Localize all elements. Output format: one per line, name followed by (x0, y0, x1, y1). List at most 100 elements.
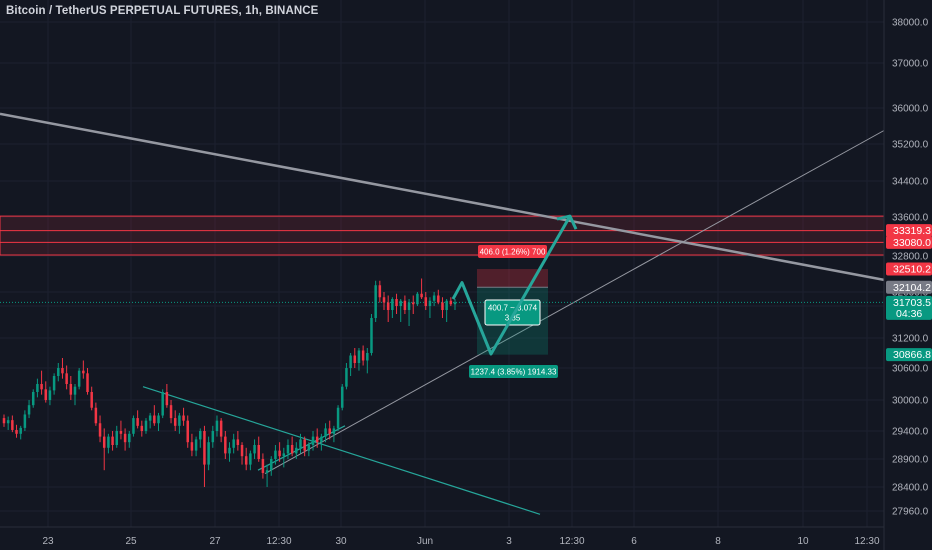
candle-body (257, 445, 260, 459)
price-tag (886, 280, 932, 294)
uptrend-line (264, 130, 885, 474)
time-tick-label: 12:30 (854, 536, 879, 547)
candle-body (36, 384, 39, 392)
price-tick-label: 35200.0 (892, 140, 929, 151)
price-tick-label: 37000.0 (892, 59, 929, 70)
candle-body (153, 415, 156, 424)
price-tag-label: 31703.5 (893, 297, 931, 309)
price-tick-label: 30600.0 (892, 364, 929, 375)
candle-body (165, 392, 169, 406)
candle-body (282, 453, 286, 457)
candle-body (115, 431, 119, 445)
candle-body (203, 431, 206, 465)
candle-body (386, 302, 390, 310)
candle-body (132, 418, 135, 434)
candle-body (320, 436, 323, 443)
time-tick-label: 30 (335, 536, 347, 547)
candle-body (102, 436, 106, 448)
candle-body (416, 293, 419, 305)
candle-body (437, 295, 440, 303)
candle-body (19, 427, 22, 434)
target-label: 1237.4 (3.85%) 1914.33 (471, 368, 557, 377)
candle-body (407, 302, 411, 310)
price-tick-label: 30000.0 (892, 396, 929, 407)
price-tag-label: 33080.0 (893, 237, 931, 249)
time-tick-label: 27 (209, 536, 221, 547)
stop-label-box (478, 245, 547, 258)
price-tick-label: 32800.0 (892, 252, 929, 263)
price-tag-label: 30866.8 (893, 349, 931, 361)
candle-body (349, 355, 352, 368)
candle-body (324, 428, 327, 437)
candle-body (274, 450, 277, 459)
candle-body (453, 302, 457, 305)
candle-body (11, 420, 14, 430)
price-tag (886, 224, 932, 238)
price-tick-label: 29400.0 (892, 427, 929, 438)
time-tick-label: 10 (797, 536, 809, 547)
candle-body (161, 392, 164, 416)
candle-body (77, 370, 81, 387)
position-tool[interactable]: 406.0 (1.26%) 700 1237.4 (3.85%) 1914.33 4… (469, 245, 558, 378)
candle-body (432, 295, 436, 301)
candle-body (111, 436, 114, 445)
price-tag-label: 33319.3 (893, 225, 931, 237)
candle-body (286, 445, 290, 454)
candle-body (353, 355, 357, 363)
candle-body (328, 428, 331, 434)
candle-body (265, 470, 269, 473)
candle-body (190, 442, 194, 451)
candle-body (194, 439, 198, 451)
candle-body (244, 456, 248, 465)
price-tick-label: 31200.0 (892, 334, 929, 345)
candle-body (157, 415, 160, 424)
candle-body (44, 389, 48, 400)
candle-body (215, 420, 219, 431)
time-tick-label: 3 (506, 536, 512, 547)
candle-body (449, 300, 453, 305)
time-tick-label: 23 (42, 536, 54, 547)
candle-body (6, 420, 10, 424)
candle-body (336, 407, 340, 429)
price-tick-label: 27960.0 (892, 507, 929, 518)
candle-body (48, 390, 52, 400)
price-tick-label: 38000.0 (892, 18, 929, 29)
candle-body (261, 459, 265, 473)
price-tag (886, 262, 932, 276)
candle-body (27, 405, 31, 415)
candle-body (224, 436, 227, 454)
channel-lower-line (142, 386, 541, 515)
price-tag-label: 32104.2 (893, 282, 931, 294)
chart-title: Bitcoin / TetherUS PERPETUAL FUTURES, 1h… (6, 5, 319, 17)
price-tick-label: 28400.0 (892, 483, 929, 494)
projection-path (451, 215, 572, 356)
candle-body (445, 300, 448, 310)
time-axis[interactable]: 23 25 27 12:30 30 Jun 3 12:30 6 8 10 12:30 (0, 526, 884, 547)
time-tick-label: 12:30 (559, 536, 584, 547)
candle-body (136, 418, 139, 426)
candle-body (399, 300, 402, 306)
candle-body (303, 439, 306, 451)
candle-body (199, 431, 202, 440)
candle-body (278, 450, 281, 457)
candle-body (340, 386, 344, 408)
downtrend-line (0, 112, 885, 282)
price-tag-label: 32510.2 (893, 264, 931, 276)
candle-body (361, 350, 365, 361)
price-tag (886, 235, 932, 249)
resistance-zone-box (0, 215, 885, 256)
candle-body (182, 415, 185, 421)
candle-body (128, 433, 131, 443)
price-tag-countdown: 04:36 (896, 308, 922, 320)
candle-body (40, 384, 43, 390)
projection-arrow (451, 214, 578, 356)
candle-body (119, 431, 123, 434)
candle-body (290, 445, 294, 454)
candle-body (65, 373, 68, 384)
candle-body (403, 300, 407, 310)
candle-body (428, 300, 432, 306)
candle-body (144, 420, 148, 431)
candle-body (86, 373, 89, 392)
